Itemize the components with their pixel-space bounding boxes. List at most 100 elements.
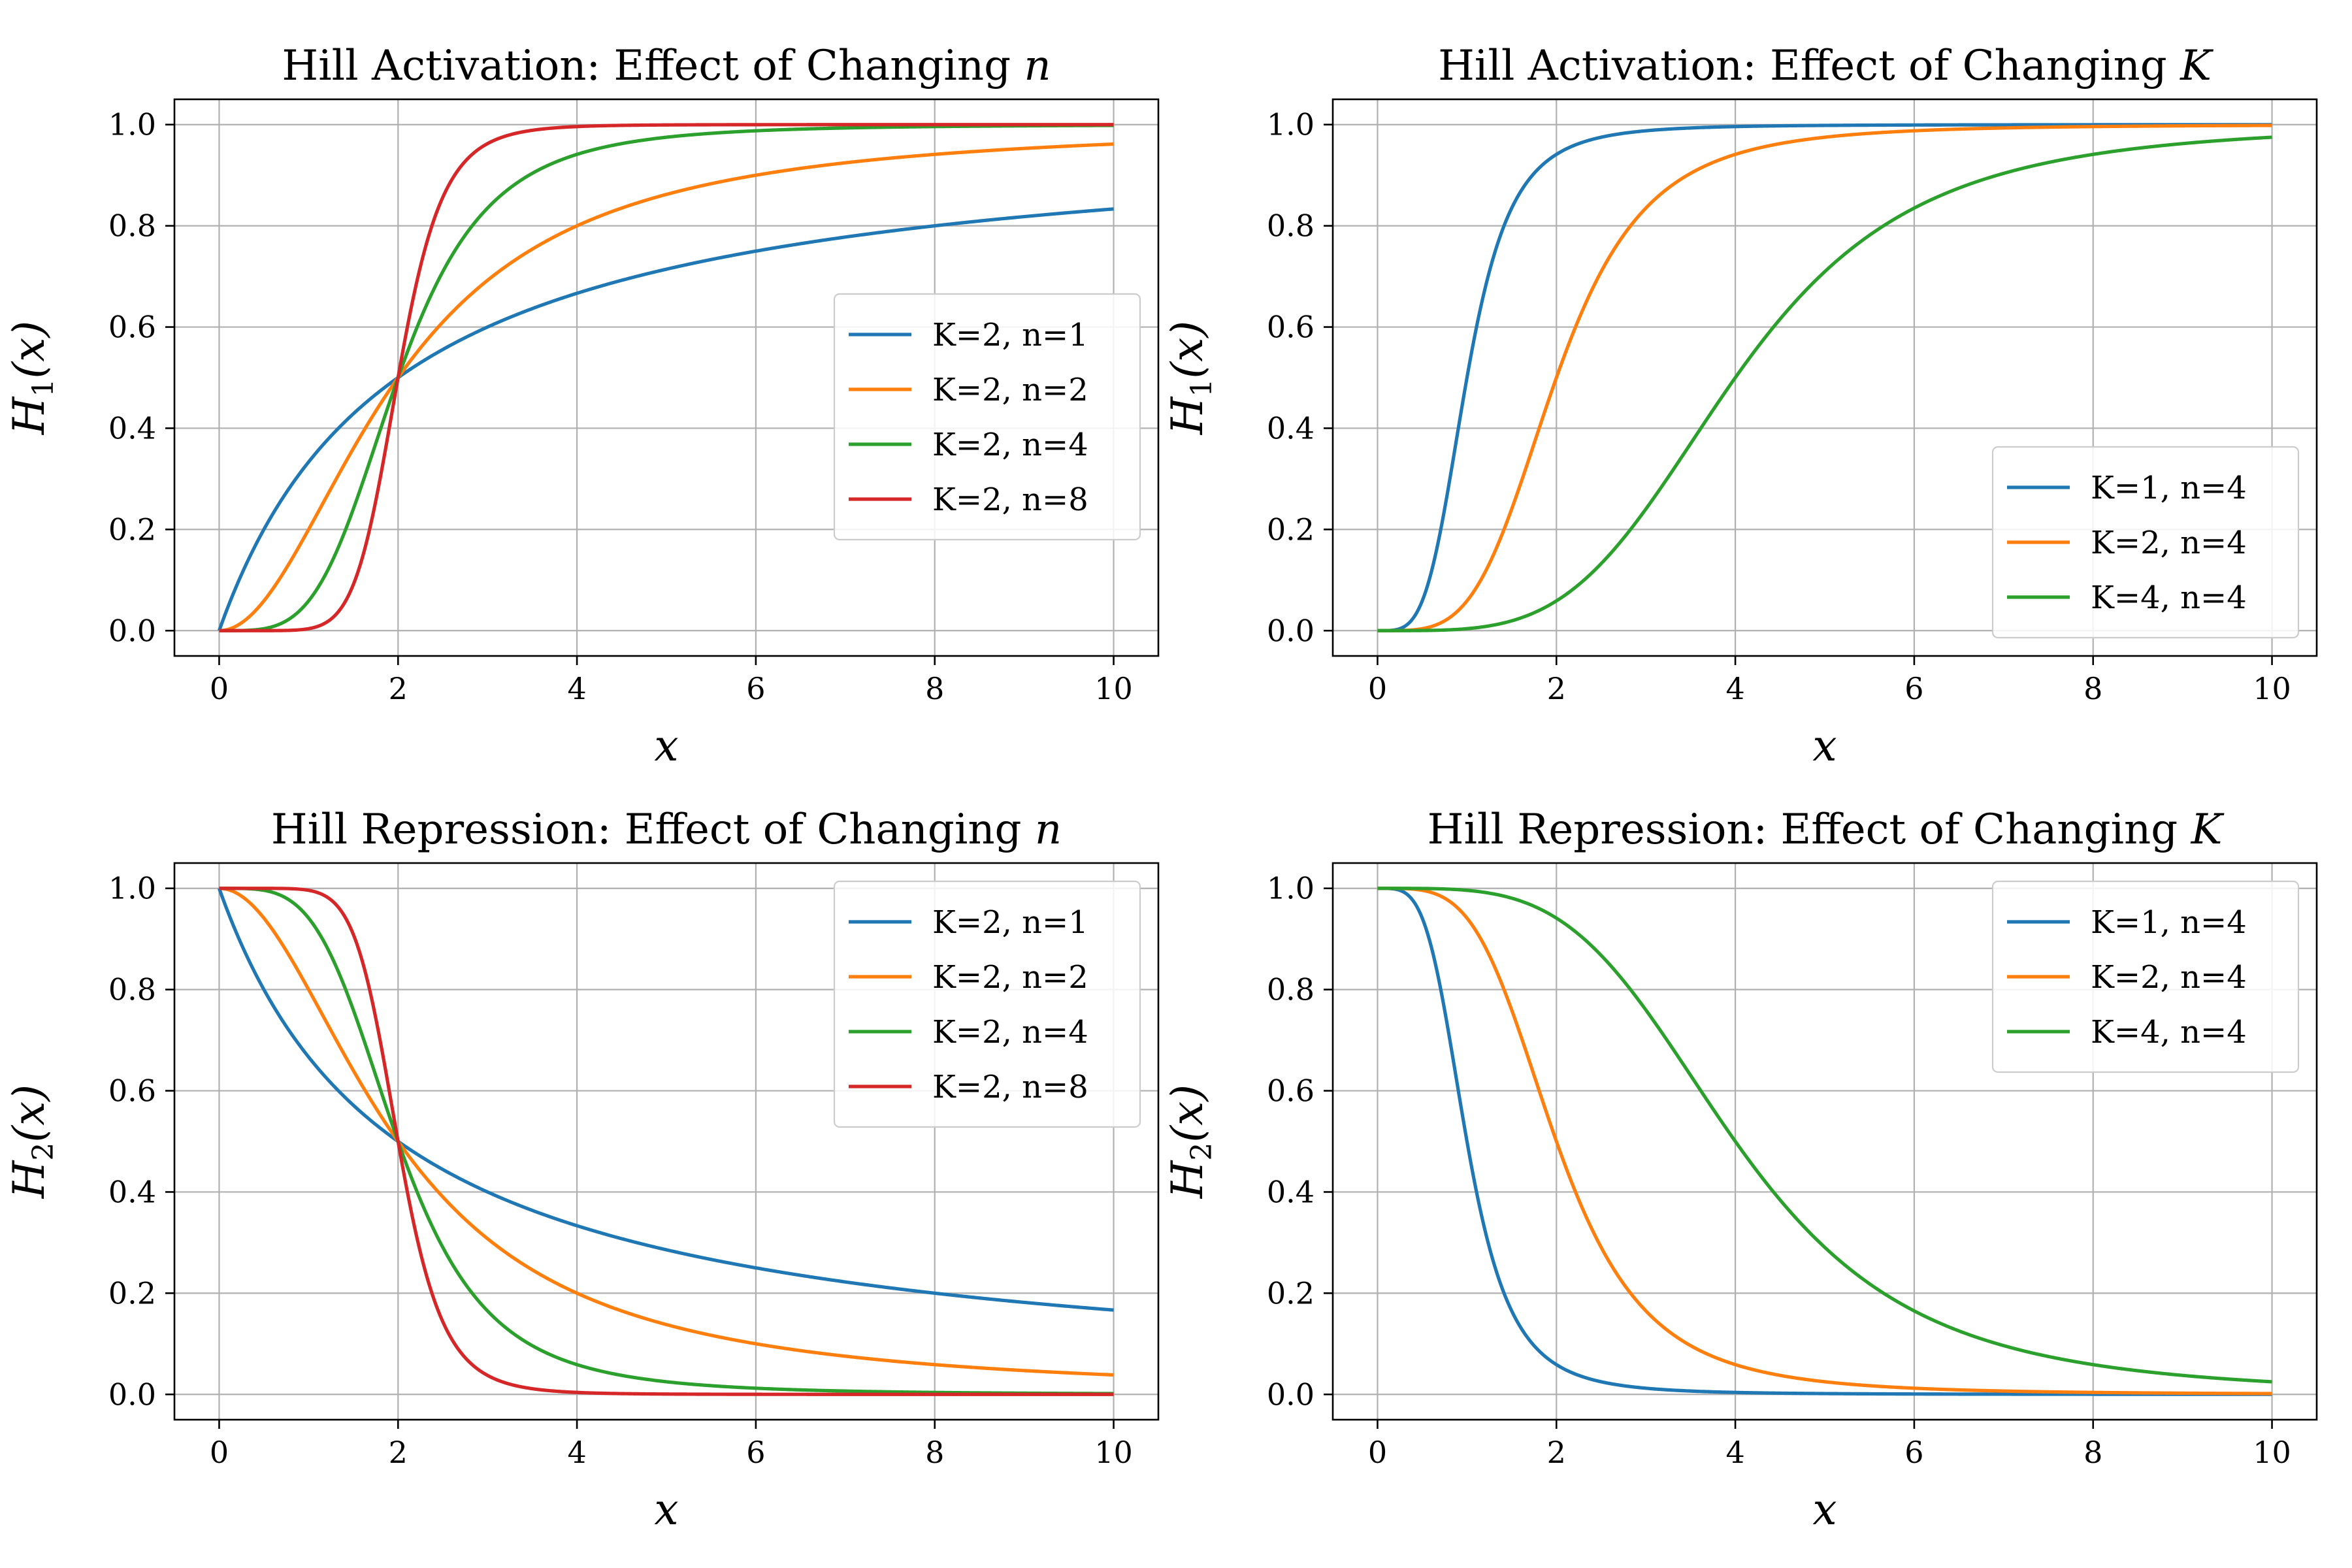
series-line-4 xyxy=(219,887,1114,1396)
x-tick-label-0: 0 xyxy=(210,1435,229,1470)
legend-box xyxy=(833,293,1141,541)
x-tick-label-4: 8 xyxy=(2083,671,2102,706)
x-tick-label-3: 6 xyxy=(746,1435,765,1470)
x-tick-label-2: 4 xyxy=(567,671,586,706)
y-axis-label-subscript: 2 xyxy=(27,1143,60,1161)
series-lines xyxy=(1377,123,2272,632)
y-axis-label-subscript: 2 xyxy=(1185,1143,1218,1161)
x-axis-label: x xyxy=(1812,1484,1837,1535)
legend-box xyxy=(1991,880,2300,1073)
chart-title-variable: K xyxy=(2180,42,2213,90)
y-tick-label-0: 0.0 xyxy=(108,613,156,648)
y-axis-label: H2(x) xyxy=(4,1085,60,1199)
chart-title-text: Hill Repression: Effect of Changing xyxy=(1428,806,2191,854)
legend-box xyxy=(1991,446,2300,639)
y-tick-label-5: 1.0 xyxy=(108,107,156,142)
y-axis-label-argument: (x) xyxy=(4,321,54,379)
legend-label-3: K=2, n=4 xyxy=(932,427,1088,463)
legend-label-1: K=1, n=4 xyxy=(2091,470,2247,506)
chart-panel-4: 0 2 4 6 8 10 0.0 0.2 0.4 0.6 0.8 1.0 Hill Repression… xyxy=(1162,806,2318,1535)
chart-title-text: Hill Repression: Effect of Changing xyxy=(271,806,1035,854)
legend-label-1: K=1, n=4 xyxy=(2091,904,2247,941)
y-axis-label-main: H xyxy=(4,396,54,435)
y-tick-label-4: 0.8 xyxy=(108,972,156,1007)
x-axis-label: x xyxy=(654,721,678,771)
chart-title: Hill Activation: Effect of Changing n xyxy=(282,42,1051,90)
x-tick-label-1: 2 xyxy=(389,1435,408,1470)
legend-label-3: K=4, n=4 xyxy=(2091,1014,2247,1051)
series-line-4 xyxy=(219,123,1114,632)
y-tick-label-2: 0.4 xyxy=(108,410,156,446)
y-tick-label-0: 0.0 xyxy=(1267,1377,1315,1412)
legend: K=2, n=1 K=2, n=2 K=2, n=4 K=2, n=8 xyxy=(833,293,1141,541)
y-tick-label-2: 0.4 xyxy=(1267,410,1315,446)
x-tick-label-5: 10 xyxy=(1094,671,1133,706)
x-tick-label-3: 6 xyxy=(1904,1435,1923,1470)
chart-panel-1: 0 2 4 6 8 10 0.0 0.2 0.4 0.6 0.8 1.0 Hill Activation… xyxy=(4,42,1160,771)
y-tick-label-3: 0.6 xyxy=(108,1073,156,1109)
y-axis-label-subscript: 1 xyxy=(1185,379,1218,397)
x-axis-label: x xyxy=(1812,721,1837,771)
legend: K=2, n=1 K=2, n=2 K=2, n=4 K=2, n=8 xyxy=(833,880,1141,1128)
chart-panel-3: 0 2 4 6 8 10 0.0 0.2 0.4 0.6 0.8 1.0 Hill Repression… xyxy=(4,806,1160,1535)
x-tick-label-4: 8 xyxy=(925,1435,944,1470)
y-tick-label-2: 0.4 xyxy=(1267,1174,1315,1209)
y-axis-label-argument: (x) xyxy=(1162,1085,1213,1143)
legend-label-1: K=2, n=1 xyxy=(932,904,1088,941)
x-tick-label-1: 2 xyxy=(389,671,408,706)
y-tick-label-5: 1.0 xyxy=(1267,871,1315,906)
y-tick-label-2: 0.4 xyxy=(108,1174,156,1209)
x-tick-label-0: 0 xyxy=(210,671,229,706)
x-tick-label-2: 4 xyxy=(567,1435,586,1470)
x-tick-label-0: 0 xyxy=(1368,671,1387,706)
series-line-2 xyxy=(219,142,1114,632)
chart-title: Hill Repression: Effect of Changing n xyxy=(271,806,1062,854)
x-tick-label-5: 10 xyxy=(2253,1435,2291,1470)
x-tick-label-2: 4 xyxy=(1725,1435,1744,1470)
y-tick-label-5: 1.0 xyxy=(108,871,156,906)
y-tick-label-3: 0.6 xyxy=(1267,1073,1315,1109)
legend-label-4: K=2, n=8 xyxy=(932,482,1088,518)
x-tick-label-5: 10 xyxy=(1094,1435,1133,1470)
chart-title-variable: K xyxy=(2191,806,2225,854)
x-tick-label-2: 4 xyxy=(1725,671,1744,706)
x-tick-label-4: 8 xyxy=(925,671,944,706)
y-tick-label-1: 0.2 xyxy=(108,1275,156,1311)
series-lines xyxy=(1377,887,2272,1396)
series-line-1 xyxy=(218,887,1114,1312)
y-axis-label: H1(x) xyxy=(1162,321,1218,435)
plot-frame xyxy=(173,862,1160,1421)
y-axis-label-main: H xyxy=(1162,396,1213,435)
y-tick-label-1: 0.2 xyxy=(108,512,156,547)
legend-label-2: K=2, n=2 xyxy=(932,372,1088,408)
chart-title: Hill Activation: Effect of Changing K xyxy=(1438,42,2213,90)
plot-frame xyxy=(1331,862,2318,1421)
series-line-3 xyxy=(1377,135,2272,632)
y-tick-label-3: 0.6 xyxy=(1267,310,1315,345)
legend-label-4: K=2, n=8 xyxy=(932,1069,1088,1105)
x-axis-label: x xyxy=(654,1484,678,1535)
series-line-2 xyxy=(219,887,1114,1377)
series-line-3 xyxy=(1377,887,2272,1384)
y-tick-label-5: 1.0 xyxy=(1267,107,1315,142)
y-axis-label-main: H xyxy=(4,1160,54,1199)
legend-label-3: K=2, n=4 xyxy=(932,1014,1088,1051)
x-tick-label-5: 10 xyxy=(2253,671,2291,706)
y-axis-label-argument: (x) xyxy=(1162,321,1213,379)
y-tick-label-0: 0.0 xyxy=(108,1377,156,1412)
x-tick-label-4: 8 xyxy=(2083,1435,2102,1470)
chart-title-variable: n xyxy=(1035,806,1062,854)
y-tick-label-0: 0.0 xyxy=(1267,613,1315,648)
y-axis-label: H1(x) xyxy=(4,321,60,435)
legend-box xyxy=(833,880,1141,1128)
y-axis-label: H2(x) xyxy=(1162,1085,1218,1199)
legend-label-2: K=2, n=4 xyxy=(2091,525,2247,561)
legend: K=1, n=4 K=2, n=4 K=4, n=4 xyxy=(1991,446,2300,639)
x-tick-label-3: 6 xyxy=(1904,671,1923,706)
chart-title-text: Hill Activation: Effect of Changing xyxy=(282,42,1024,90)
chart-title: Hill Repression: Effect of Changing K xyxy=(1428,806,2225,854)
y-tick-label-3: 0.6 xyxy=(108,310,156,345)
chart-title-text: Hill Activation: Effect of Changing xyxy=(1438,42,2180,90)
chart-panel-2: 0 2 4 6 8 10 0.0 0.2 0.4 0.6 0.8 1.0 Hill Activation… xyxy=(1162,42,2318,771)
